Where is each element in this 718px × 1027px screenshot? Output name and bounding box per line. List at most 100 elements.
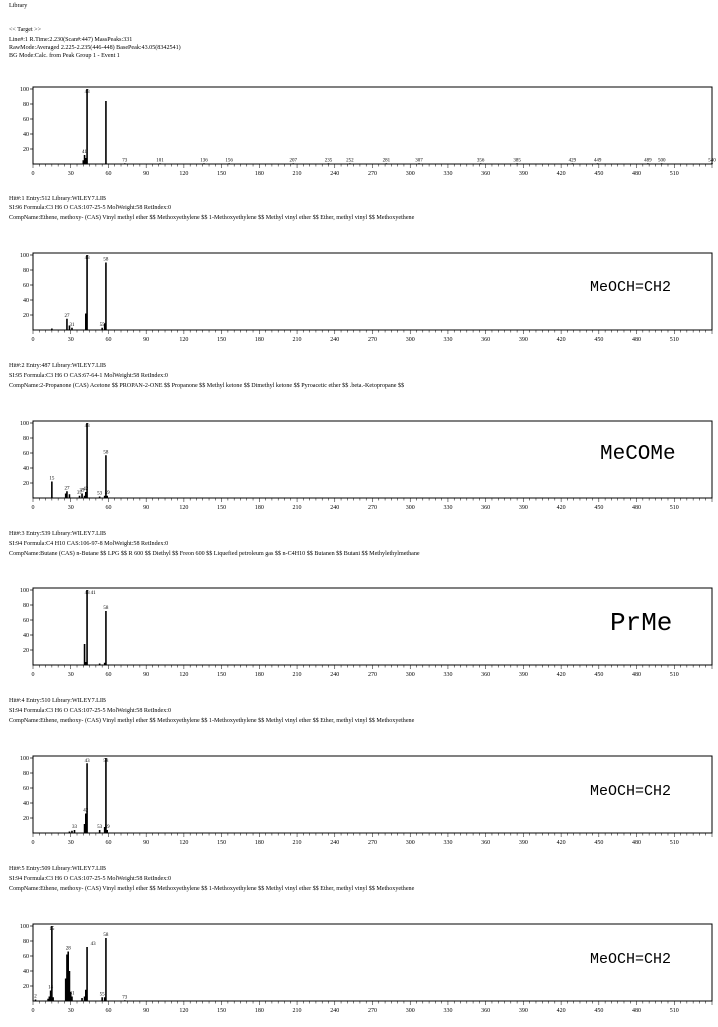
x-tick-label: 300 <box>406 840 415 846</box>
peak-label: 43 <box>85 90 91 95</box>
y-tick-label: 60 <box>23 451 29 457</box>
y-tick-label: 60 <box>23 954 29 960</box>
y-tick-label: 60 <box>23 786 29 792</box>
peak-label: 31 <box>69 992 75 997</box>
x-tick-label: 480 <box>632 1008 641 1014</box>
x-tick-label: 90 <box>143 840 149 846</box>
y-tick-label: 100 <box>20 421 29 427</box>
peak-label: 58 <box>103 450 109 455</box>
hit2-line1: Hit#:2 Entry:487 Library:WILEY7.LIB <box>9 363 106 369</box>
x-tick-label: 480 <box>632 337 641 343</box>
x-tick-label: 180 <box>255 840 264 846</box>
x-tick-label: 30 <box>68 672 74 678</box>
x-tick-label: 510 <box>670 840 679 846</box>
x-tick-label: 60 <box>105 337 111 343</box>
peak-label: 43 <box>91 942 97 947</box>
y-tick-label: 60 <box>23 618 29 624</box>
structure-formula: MeOCH=CH2 <box>590 783 671 800</box>
peak-label: 33 <box>72 825 78 830</box>
x-tick-label: 240 <box>330 1008 339 1014</box>
x-tick-label: 300 <box>406 672 415 678</box>
x-tick-label: 90 <box>143 171 149 177</box>
x-tick-label: 510 <box>670 337 679 343</box>
x-tick-label: 330 <box>443 171 452 177</box>
spectrum-panel-target: 100 80 60 40 20 0 30 60 90 120 150 180 210 240 270 300 3… <box>20 86 716 177</box>
y-tick-label: 80 <box>23 771 29 777</box>
x-tick-label: 210 <box>293 171 302 177</box>
peak-label: 136 <box>200 158 208 163</box>
x-tick-label: 150 <box>217 171 226 177</box>
x-tick-label: 30 <box>68 840 74 846</box>
plot-frame <box>32 86 713 165</box>
x-tick-label: 360 <box>481 1008 490 1014</box>
hit5-compname: CompName:Ethene, methoxy- (CAS) Vinyl me… <box>9 886 415 892</box>
x-tick-label: 0 <box>32 1008 35 1014</box>
peak-label: 53 <box>97 825 103 830</box>
peak-label: 101 <box>156 158 164 163</box>
x-tick-label: 30 <box>68 337 74 343</box>
x-tick-label: 0 <box>32 171 35 177</box>
x-tick-label: 450 <box>594 840 603 846</box>
x-tick-label: 300 <box>406 171 415 177</box>
x-tick-label: 60 <box>105 840 111 846</box>
x-tick-label: 270 <box>368 337 377 343</box>
peak-label: 43 <box>85 256 91 261</box>
peak-label: 55 <box>100 992 106 997</box>
x-tick-label: 210 <box>293 672 302 678</box>
x-tick-label: 30 <box>68 171 74 177</box>
x-tick-label: 510 <box>670 1008 679 1014</box>
structure-formula: PrMe <box>610 608 672 638</box>
x-tick-label: 300 <box>406 505 415 511</box>
y-tick-label: 40 <box>23 801 29 807</box>
y-tick-label: 80 <box>23 939 29 945</box>
y-tick-label: 100 <box>20 756 29 762</box>
peak-label: 356 <box>477 158 485 163</box>
hit5-line2: SI:94 Formula:C3 H6 O CAS:107-25-5 MolWe… <box>9 876 172 882</box>
x-tick-label: 420 <box>557 171 566 177</box>
x-tick-label: 240 <box>330 505 339 511</box>
x-tick-label: 390 <box>519 337 528 343</box>
hit1-compname: CompName:Ethene, methoxy- (CAS) Vinyl me… <box>9 215 415 221</box>
x-tick-label: 510 <box>670 505 679 511</box>
x-tick-label: 90 <box>143 337 149 343</box>
x-tick-label: 180 <box>255 171 264 177</box>
x-tick-label: 60 <box>105 672 111 678</box>
peak-label: 39 <box>80 489 86 494</box>
x-tick-label: 30 <box>68 505 74 511</box>
peak-label: 37 <box>77 491 83 496</box>
spectrum-panel-hit5: 100 80 60 40 20 0 30 60 90 120 150 180 210 240 270 300 3… <box>20 923 713 1014</box>
x-tick-label: 270 <box>368 505 377 511</box>
y-tick-label: 60 <box>23 283 29 289</box>
x-tick-label: 450 <box>594 171 603 177</box>
structure-formula: MeCOMe <box>600 443 676 466</box>
x-tick-label: 60 <box>105 505 111 511</box>
x-tick-label: 300 <box>406 1008 415 1014</box>
peak-label: 58 <box>103 258 109 263</box>
peak-label: 2 <box>34 995 37 1000</box>
peak-label: 15 <box>49 927 55 932</box>
structure-formula: MeOCH=CH2 <box>590 279 671 296</box>
hit4-line2: SI:94 Formula:C3 H6 O CAS:107-25-5 MolWe… <box>9 708 172 714</box>
x-tick-label: 150 <box>217 840 226 846</box>
peak-label: 27 <box>64 486 70 491</box>
x-tick-label: 270 <box>368 1008 377 1014</box>
x-tick-label: 0 <box>32 505 35 511</box>
spectrum-panel-hit3: 100 80 60 40 20 0 30 60 90 120 150 180 210 240 270 300 3… <box>20 587 713 678</box>
spectrum-panel-hit4: 100 80 60 40 20 0 30 60 90 120 150 180 210 240 270 300 3… <box>20 755 713 846</box>
x-tick-label: 120 <box>179 505 188 511</box>
hit3-line2: SI:94 Formula:C4 H10 CAS:106-97-8 MolWei… <box>9 541 169 547</box>
x-tick-label: 450 <box>594 1008 603 1014</box>
x-tick-label: 390 <box>519 840 528 846</box>
x-tick-label: 420 <box>557 505 566 511</box>
peak-label: 489 <box>644 158 652 163</box>
x-tick-label: 480 <box>632 505 641 511</box>
x-tick-label: 0 <box>32 672 35 678</box>
x-tick-label: 450 <box>594 337 603 343</box>
peak-label: 385 <box>513 158 521 163</box>
x-tick-label: 510 <box>670 171 679 177</box>
x-tick-label: 510 <box>670 672 679 678</box>
peak-label: 281 <box>383 158 391 163</box>
x-tick-label: 210 <box>293 840 302 846</box>
x-tick-label: 420 <box>557 672 566 678</box>
x-tick-label: 90 <box>143 1008 149 1014</box>
